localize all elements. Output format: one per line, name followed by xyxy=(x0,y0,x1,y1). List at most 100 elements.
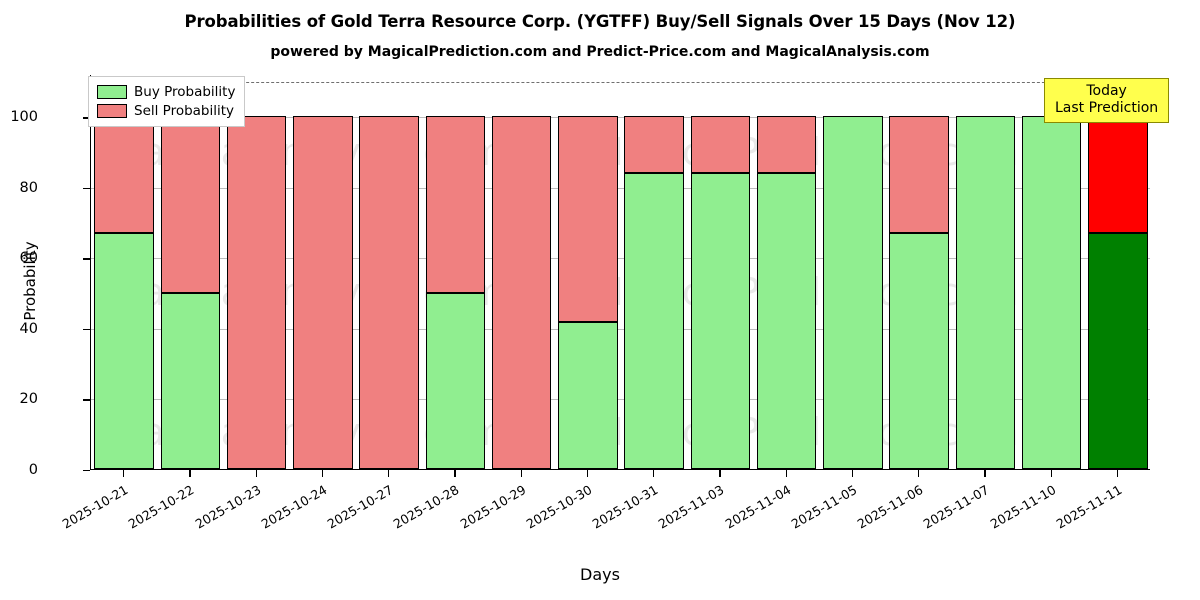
x-axis-tick-label: 2025-11-07 xyxy=(920,482,992,532)
x-axis-title: Days xyxy=(580,565,620,584)
gridline xyxy=(91,328,1150,330)
x-axis-tick-mark xyxy=(454,470,456,477)
page-title: Probabilities of Gold Terra Resource Cor… xyxy=(184,12,1016,31)
y-axis-tick-label: 20 xyxy=(19,391,38,408)
bar-segment-buy[interactable] xyxy=(955,116,1016,469)
x-axis-tick-mark xyxy=(918,470,920,477)
bar-segment-buy[interactable] xyxy=(823,116,883,469)
chart-legend: Buy Probability Sell Probability xyxy=(88,76,246,127)
x-axis-tick-mark xyxy=(653,470,655,477)
bar-segment-buy[interactable] xyxy=(690,172,751,469)
bar-stack[interactable] xyxy=(1088,74,1148,469)
bar-segment-buy[interactable] xyxy=(1088,232,1148,469)
bar-segment-sell[interactable] xyxy=(425,116,486,293)
x-axis-tick-mark xyxy=(189,470,191,477)
y-axis-tick-label: 100 xyxy=(10,109,38,126)
bar-segment-sell[interactable] xyxy=(160,116,221,293)
y-axis-tick-mark xyxy=(83,399,90,401)
bar-segment-sell[interactable] xyxy=(690,116,751,173)
bar-stack[interactable] xyxy=(823,74,883,469)
bar-segment-buy[interactable] xyxy=(756,172,817,469)
x-axis-tick-mark xyxy=(851,470,854,477)
x-axis-tick-mark xyxy=(719,470,721,477)
gridline xyxy=(91,187,1150,189)
y-axis-tick-mark xyxy=(83,117,90,119)
bar-stack[interactable] xyxy=(756,74,817,469)
legend-swatch xyxy=(97,103,127,118)
y-axis-tick-label: 60 xyxy=(19,250,38,267)
bar-segment-buy[interactable] xyxy=(425,292,486,469)
x-axis-tick-label: 2025-10-22 xyxy=(125,482,197,532)
bar-stack[interactable] xyxy=(889,74,949,469)
bar-segment-sell[interactable] xyxy=(491,116,552,469)
x-axis-tick-label: 2025-11-10 xyxy=(987,482,1059,532)
x-axis-tick-mark xyxy=(388,470,390,477)
today-annotation-line1: Today xyxy=(1086,83,1127,99)
bar-stack[interactable] xyxy=(160,74,221,469)
x-axis-tick-label: 2025-10-31 xyxy=(589,482,661,532)
x-axis-tick-label: 2025-11-05 xyxy=(788,482,860,532)
x-axis-tick-mark xyxy=(1116,470,1119,477)
legend-item[interactable]: Sell Probability xyxy=(97,101,235,120)
bar-segment-buy[interactable] xyxy=(558,321,618,469)
today-annotation-line2: Last Prediction xyxy=(1055,100,1159,117)
y-axis-tick-mark xyxy=(83,328,90,331)
bar-segment-buy[interactable] xyxy=(1021,116,1082,469)
bar-segment-sell[interactable] xyxy=(756,116,817,173)
y-axis-tick-mark xyxy=(83,187,90,190)
x-axis-tick-label: 2025-11-03 xyxy=(655,482,727,532)
y-axis-tick-label: 80 xyxy=(19,179,38,196)
bar-segment-sell[interactable] xyxy=(94,116,154,233)
y-axis-tick-mark xyxy=(83,470,90,472)
x-axis-tick-label: 2025-10-30 xyxy=(523,482,595,532)
today-annotation: Today Last Prediction xyxy=(1044,78,1170,124)
legend-label: Buy Probability xyxy=(134,83,236,100)
gridline xyxy=(91,399,1150,401)
x-axis-tick-mark xyxy=(255,470,257,477)
x-axis-tick-mark xyxy=(586,470,589,477)
x-axis-tick-label: 2025-10-23 xyxy=(192,482,264,532)
bar-segment-sell[interactable] xyxy=(1088,116,1148,233)
bar-segment-buy[interactable] xyxy=(624,172,684,469)
bar-stack[interactable] xyxy=(624,74,684,469)
bar-segment-sell[interactable] xyxy=(293,116,353,469)
y-axis-tick-label: 40 xyxy=(19,320,38,337)
x-axis-tick-mark xyxy=(321,470,324,477)
x-axis-tick-label: 2025-11-04 xyxy=(722,482,794,532)
bar-stack[interactable] xyxy=(491,74,552,469)
legend-label: Sell Probability xyxy=(134,102,235,119)
bar-segment-buy[interactable] xyxy=(160,292,221,469)
x-axis-tick-mark xyxy=(984,470,986,477)
chart-subtitle: powered by MagicalPrediction.com and Pre… xyxy=(270,44,930,60)
x-axis-tick-mark xyxy=(1050,470,1052,477)
bar-stack[interactable] xyxy=(558,74,618,469)
bar-stack[interactable] xyxy=(1021,74,1082,469)
bar-stack[interactable] xyxy=(359,74,419,469)
bar-segment-sell[interactable] xyxy=(226,116,287,469)
bar-segment-buy[interactable] xyxy=(889,232,949,469)
x-axis-tick-mark xyxy=(785,470,787,477)
bar-segment-sell[interactable] xyxy=(359,116,419,469)
x-axis-tick-label: 2025-10-27 xyxy=(324,482,396,532)
bar-stack[interactable] xyxy=(226,74,287,469)
gridline xyxy=(91,258,1150,260)
legend-item[interactable]: Buy Probability xyxy=(97,82,235,101)
bar-stack[interactable] xyxy=(690,74,751,469)
bar-stack[interactable] xyxy=(293,74,353,469)
bar-segment-sell[interactable] xyxy=(889,116,949,233)
x-axis-tick-label: 2025-10-21 xyxy=(59,482,131,532)
bar-stack[interactable] xyxy=(94,74,154,469)
bar-stack[interactable] xyxy=(425,74,486,469)
plot-area: MagicalAnalysis.comMagicalPrediction.com… xyxy=(90,75,1150,470)
bar-stack[interactable] xyxy=(955,74,1016,469)
bar-segment-sell[interactable] xyxy=(558,116,618,322)
y-axis-tick-mark xyxy=(83,258,90,260)
x-axis-tick-label: 2025-10-24 xyxy=(258,482,330,532)
bar-segment-sell[interactable] xyxy=(624,116,684,173)
bar-segment-buy[interactable] xyxy=(94,232,154,469)
threshold-dashed-line xyxy=(91,82,1150,84)
x-axis-tick-mark xyxy=(520,470,522,477)
x-axis-tick-label: 2025-10-28 xyxy=(390,482,462,532)
y-axis-title: Probability xyxy=(21,241,39,321)
